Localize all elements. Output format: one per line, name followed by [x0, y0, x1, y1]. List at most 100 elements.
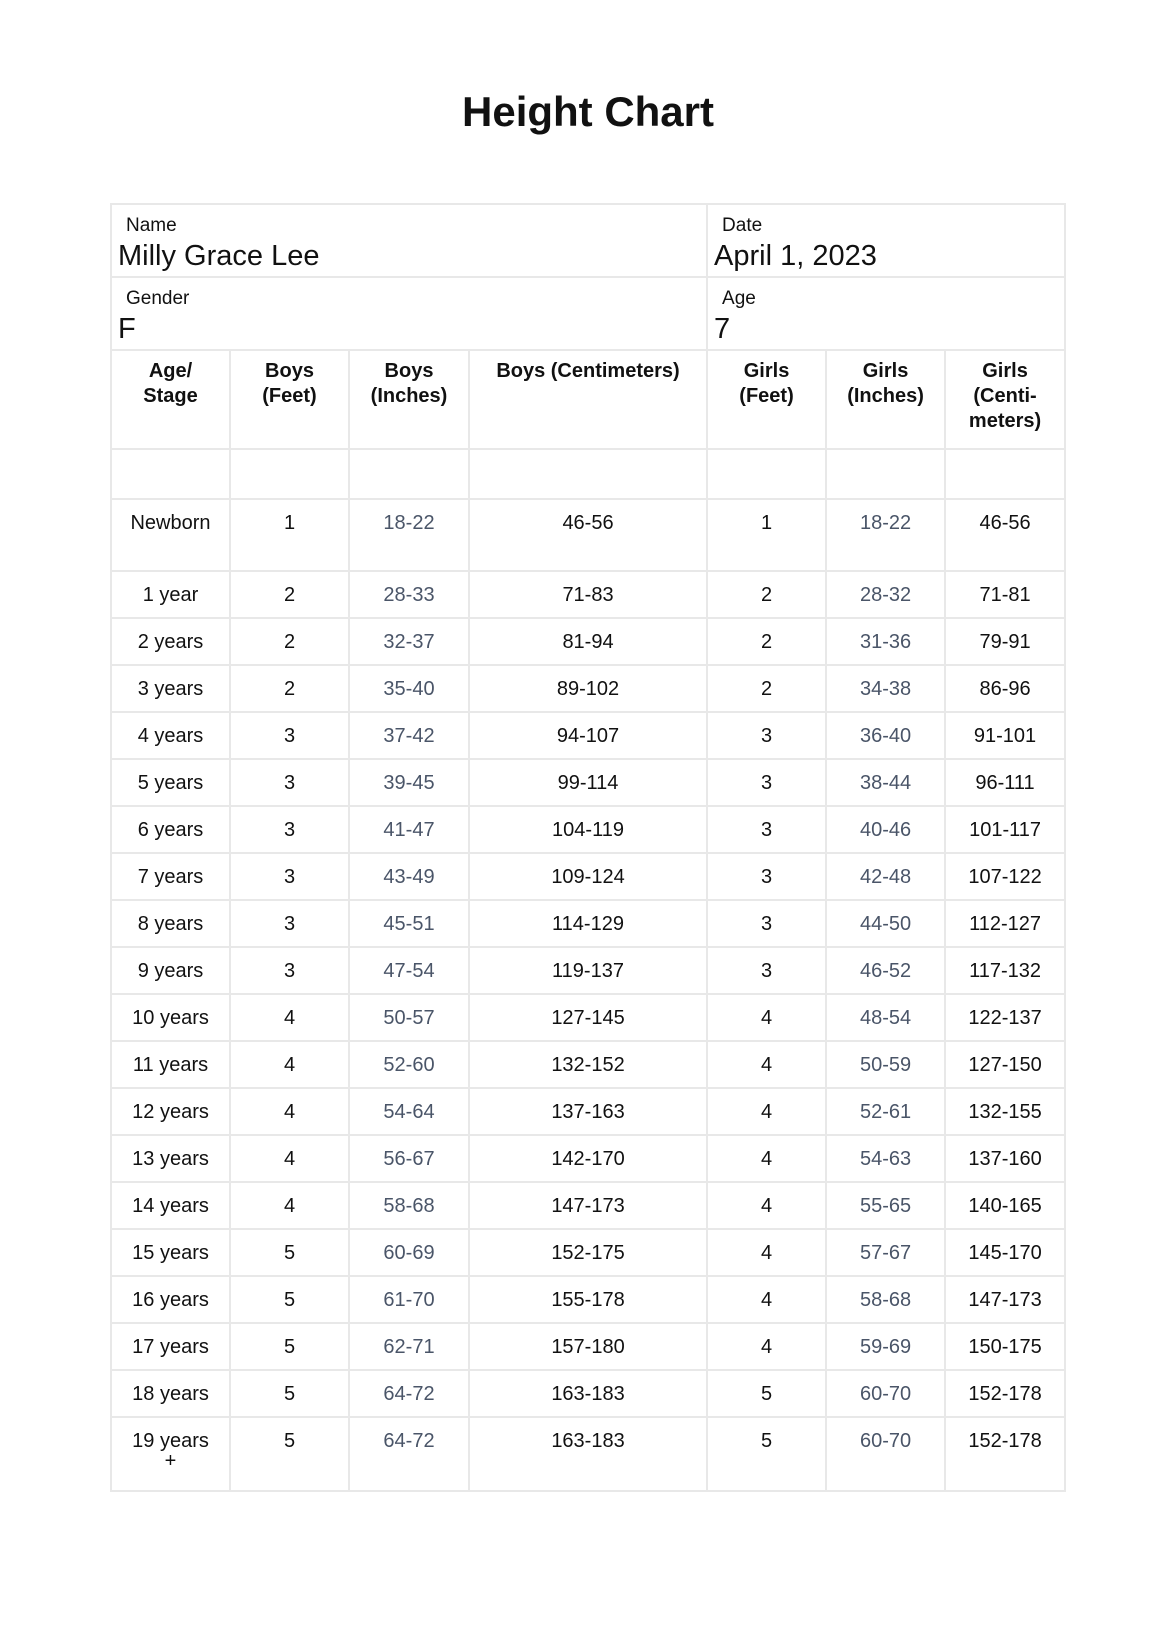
table-cell: 109-124: [467, 852, 709, 901]
table-row: 2 years 2 32-37 81-94 2 31-36 79-91: [110, 617, 1067, 666]
table-row: 6 years 3 41-47 104-119 3 40-46 101-117: [110, 805, 1067, 854]
table-cell: 3: [229, 758, 350, 807]
table-cell: 55-65: [825, 1181, 947, 1230]
column-header: Boys (Inches): [348, 349, 470, 450]
table-cell: 57-67: [825, 1228, 947, 1277]
table-row: 18 years 5 64-72 163-183 5 60-70 152-178: [110, 1369, 1067, 1418]
table-cell: 46-52: [825, 946, 947, 995]
table-cell: Newborn: [110, 498, 231, 572]
table-row: 10 years 4 50-57 127-145 4 48-54 122-137: [110, 993, 1067, 1042]
table-cell: 1: [229, 498, 350, 572]
table-cell: 91-101: [944, 711, 1067, 760]
table-cell: 4: [229, 1087, 350, 1136]
table-cell: 28-33: [348, 570, 470, 619]
table-cell: 142-170: [467, 1134, 709, 1183]
table-cell: 18-22: [825, 498, 947, 572]
table-cell: 3: [706, 852, 828, 901]
table-cell: 19 years +: [110, 1416, 231, 1492]
table-cell: 86-96: [944, 664, 1067, 713]
table-cell: 3: [229, 711, 350, 760]
table-cell: 137-160: [944, 1134, 1067, 1183]
table-cell: 41-47: [348, 805, 470, 854]
table-cell: 157-180: [467, 1322, 709, 1371]
table-cell: 3: [706, 946, 828, 995]
table-cell: 101-117: [944, 805, 1067, 854]
table-cell: 2: [706, 617, 828, 666]
table-cell: 4: [706, 1322, 828, 1371]
table-cell: 119-137: [467, 946, 709, 995]
page-title: Height Chart: [462, 88, 714, 135]
table-cell: 99-114: [467, 758, 709, 807]
table-cell: 150-175: [944, 1322, 1067, 1371]
table-cell: 127-150: [944, 1040, 1067, 1089]
table-cell: 152-178: [944, 1416, 1067, 1492]
table-cell: 147-173: [467, 1181, 709, 1230]
table-cell: 2: [229, 664, 350, 713]
table-cell: 34-38: [825, 664, 947, 713]
table-cell: 155-178: [467, 1275, 709, 1324]
table-cell: 3: [706, 899, 828, 948]
table-cell: 44-50: [825, 899, 947, 948]
table-cell: 4: [706, 1087, 828, 1136]
table-row: 15 years 5 60-69 152-175 4 57-67 145-170: [110, 1228, 1067, 1277]
table-cell: 56-67: [348, 1134, 470, 1183]
table-cell: 5: [706, 1369, 828, 1418]
table-cell: 18-22: [348, 498, 470, 572]
table-cell: 5: [229, 1416, 350, 1492]
table-cell: 4: [229, 993, 350, 1042]
table-cell: 28-32: [825, 570, 947, 619]
table-cell: 96-111: [944, 758, 1067, 807]
table-cell: 127-145: [467, 993, 709, 1042]
date-value: April 1, 2023: [714, 240, 877, 272]
table-cell: 5: [706, 1416, 828, 1492]
table-row: 9 years 3 47-54 119-137 3 46-52 117-132: [110, 946, 1067, 995]
table-cell: 45-51: [348, 899, 470, 948]
table-cell: 2: [706, 664, 828, 713]
table-row: 12 years 4 54-64 137-163 4 52-61 132-155: [110, 1087, 1067, 1136]
table-cell: 132-152: [467, 1040, 709, 1089]
date-field: Date April 1, 2023: [706, 203, 1067, 278]
height-chart-table: Name Milly Grace Lee Date April 1, 2023 …: [109, 203, 1067, 1492]
table-cell: 40-46: [825, 805, 947, 854]
table-cell: 60-70: [825, 1369, 947, 1418]
table-cell: 3: [229, 805, 350, 854]
age-value: 7: [714, 313, 731, 345]
table-cell: 48-54: [825, 993, 947, 1042]
table-cell: 52-61: [825, 1087, 947, 1136]
table-cell: 4: [706, 993, 828, 1042]
table-cell: 60-69: [348, 1228, 470, 1277]
table-cell: 81-94: [467, 617, 709, 666]
table-cell: 12 years: [110, 1087, 231, 1136]
table-cell: 163-183: [467, 1369, 709, 1418]
table-cell: 54-64: [348, 1087, 470, 1136]
table-cell: 140-165: [944, 1181, 1067, 1230]
table-row: 4 years 3 37-42 94-107 3 36-40 91-101: [110, 711, 1067, 760]
column-header: Boys (Centimeters): [467, 349, 709, 450]
table-row: 16 years 5 61-70 155-178 4 58-68 147-173: [110, 1275, 1067, 1324]
table-cell: 89-102: [467, 664, 709, 713]
table-cell: 1 year: [110, 570, 231, 619]
table-cell: 3: [229, 852, 350, 901]
table-cell: 4: [229, 1134, 350, 1183]
table-cell: 6 years: [110, 805, 231, 854]
table-cell: 137-163: [467, 1087, 709, 1136]
table-cell: 3: [229, 946, 350, 995]
table-cell: 54-63: [825, 1134, 947, 1183]
table-cell: 4: [706, 1181, 828, 1230]
table-cell: 16 years: [110, 1275, 231, 1324]
table-cell: 9 years: [110, 946, 231, 995]
table-row: 17 years 5 62-71 157-180 4 59-69 150-175: [110, 1322, 1067, 1371]
table-cell: 5: [229, 1322, 350, 1371]
table-cell: 7 years: [110, 852, 231, 901]
table-row: 11 years 4 52-60 132-152 4 50-59 127-150: [110, 1040, 1067, 1089]
table-cell: 15 years: [110, 1228, 231, 1277]
age-label: Age: [722, 288, 756, 309]
table-cell: 1: [706, 498, 828, 572]
table-cell: 13 years: [110, 1134, 231, 1183]
table-row: 8 years 3 45-51 114-129 3 44-50 112-127: [110, 899, 1067, 948]
column-header: Girls (Centi-meters): [944, 349, 1067, 450]
table-cell: 4: [706, 1275, 828, 1324]
name-label: Name: [126, 215, 177, 236]
table-row: 1 year 2 28-33 71-83 2 28-32 71-81: [110, 570, 1067, 619]
age-field: Age 7: [706, 276, 1067, 351]
